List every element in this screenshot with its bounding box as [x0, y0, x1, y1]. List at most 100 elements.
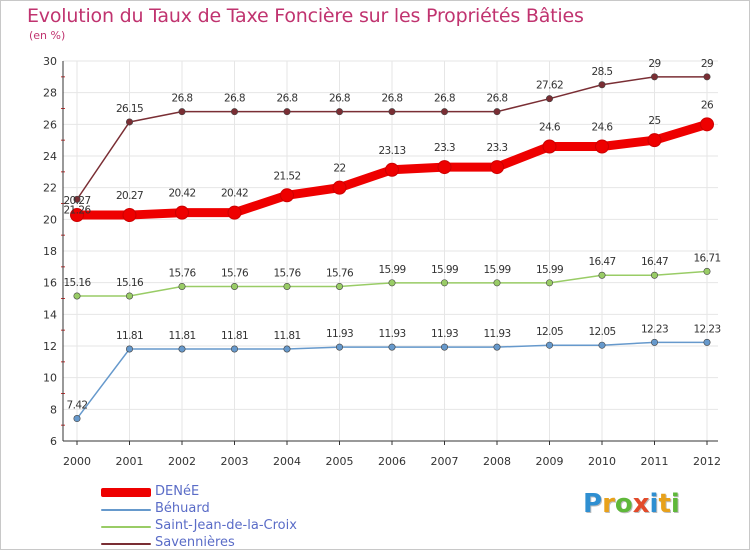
data-label: 21.52 [273, 170, 300, 182]
data-point [440, 343, 448, 351]
data-point [385, 162, 399, 177]
data-label: 24.6 [592, 122, 614, 134]
data-label: 24.6 [539, 122, 561, 134]
x-tick-label: 2000 [63, 455, 91, 468]
data-point [126, 118, 134, 126]
data-label: 11.81 [168, 330, 195, 342]
x-tick-label: 2011 [641, 455, 669, 468]
y-tick-label: 24 [43, 150, 57, 163]
data-point [545, 95, 553, 103]
legend-swatch [101, 488, 151, 497]
y-tick-label: 30 [43, 55, 57, 68]
data-label: 7.42 [67, 400, 88, 412]
data-label: 26.8 [224, 93, 245, 105]
data-point [388, 108, 396, 116]
data-point [335, 108, 343, 116]
data-label: 12.23 [641, 323, 668, 335]
data-label: 20.27 [116, 190, 143, 202]
x-tick-label: 2005 [326, 455, 354, 468]
x-tick-label: 2004 [273, 455, 301, 468]
data-point [231, 108, 239, 116]
x-tick-label: 2008 [483, 455, 511, 468]
x-tick-label: 2003 [221, 455, 249, 468]
logo-letter: o [614, 489, 633, 519]
data-point [388, 279, 396, 287]
data-label: 26.8 [434, 93, 455, 105]
y-tick-label: 20 [43, 213, 57, 226]
data-label: 11.81 [221, 330, 248, 342]
data-label: 15.99 [536, 264, 563, 276]
data-point [700, 117, 714, 132]
y-axis-unit: (en %) [29, 29, 66, 42]
y-tick-label: 10 [43, 372, 57, 385]
data-point [595, 139, 609, 154]
data-label: 23.13 [378, 145, 405, 157]
data-label: 15.99 [431, 264, 458, 276]
proxiti-logo: Proxiti [583, 489, 680, 519]
logo-letter: P [583, 489, 603, 519]
y-tick-label: 28 [43, 87, 57, 100]
data-label: 26.8 [382, 93, 403, 105]
data-point [598, 271, 606, 279]
data-label: 15.76 [168, 267, 196, 279]
data-label: 12.05 [536, 326, 563, 338]
data-label: 26.8 [329, 93, 350, 105]
data-point [490, 160, 504, 175]
data-point [703, 267, 711, 275]
data-point [231, 345, 239, 353]
data-label: 20.27 [63, 195, 90, 207]
data-point [650, 73, 658, 81]
data-point [335, 282, 343, 290]
data-point [70, 208, 84, 223]
y-tick-label: 14 [43, 308, 57, 321]
data-label: 11.93 [431, 328, 458, 340]
data-point [598, 341, 606, 349]
x-tick-label: 2006 [378, 455, 406, 468]
data-point [440, 279, 448, 287]
data-label: 15.76 [221, 267, 249, 279]
logo-letter: x [632, 489, 650, 519]
y-tick-label: 6 [50, 435, 57, 448]
data-label: 12.23 [693, 323, 720, 335]
data-label: 26.8 [277, 93, 298, 105]
legend-label: Savennières [155, 535, 235, 550]
data-point [73, 415, 81, 423]
x-tick-label: 2012 [693, 455, 721, 468]
logo-letter: t [658, 489, 671, 519]
data-point [178, 282, 186, 290]
data-label: 12.05 [588, 326, 615, 338]
data-point [283, 282, 291, 290]
data-point [493, 343, 501, 351]
data-label: 16.47 [641, 256, 668, 268]
data-label: 29 [648, 58, 660, 70]
x-tick-label: 2007 [431, 455, 459, 468]
data-label: 21.26 [63, 204, 91, 216]
data-label: 25 [648, 115, 660, 127]
data-point [231, 282, 239, 290]
y-tick-label: 12 [43, 340, 57, 353]
data-label: 26 [701, 99, 714, 111]
data-label: 11.93 [326, 328, 353, 340]
legend-swatch [101, 509, 151, 511]
data-point [335, 343, 343, 351]
logo-letter: i [649, 489, 659, 519]
data-point [332, 180, 347, 195]
data-label: 28.5 [592, 66, 613, 78]
data-point [73, 292, 81, 300]
data-label: 11.81 [116, 330, 143, 342]
data-point [283, 108, 291, 116]
data-label: 15.99 [483, 264, 510, 276]
data-point [73, 195, 81, 203]
data-point [440, 108, 448, 116]
data-label: 23.3 [487, 142, 508, 154]
data-label: 11.81 [273, 330, 300, 342]
data-label: 11.93 [483, 328, 510, 340]
data-point [545, 279, 553, 287]
y-tick-label: 8 [50, 403, 57, 416]
data-point [126, 292, 134, 300]
data-label: 20.42 [221, 188, 248, 200]
data-label: 15.16 [63, 277, 91, 289]
data-label: 26.8 [172, 93, 193, 105]
data-label: 29 [701, 58, 713, 70]
